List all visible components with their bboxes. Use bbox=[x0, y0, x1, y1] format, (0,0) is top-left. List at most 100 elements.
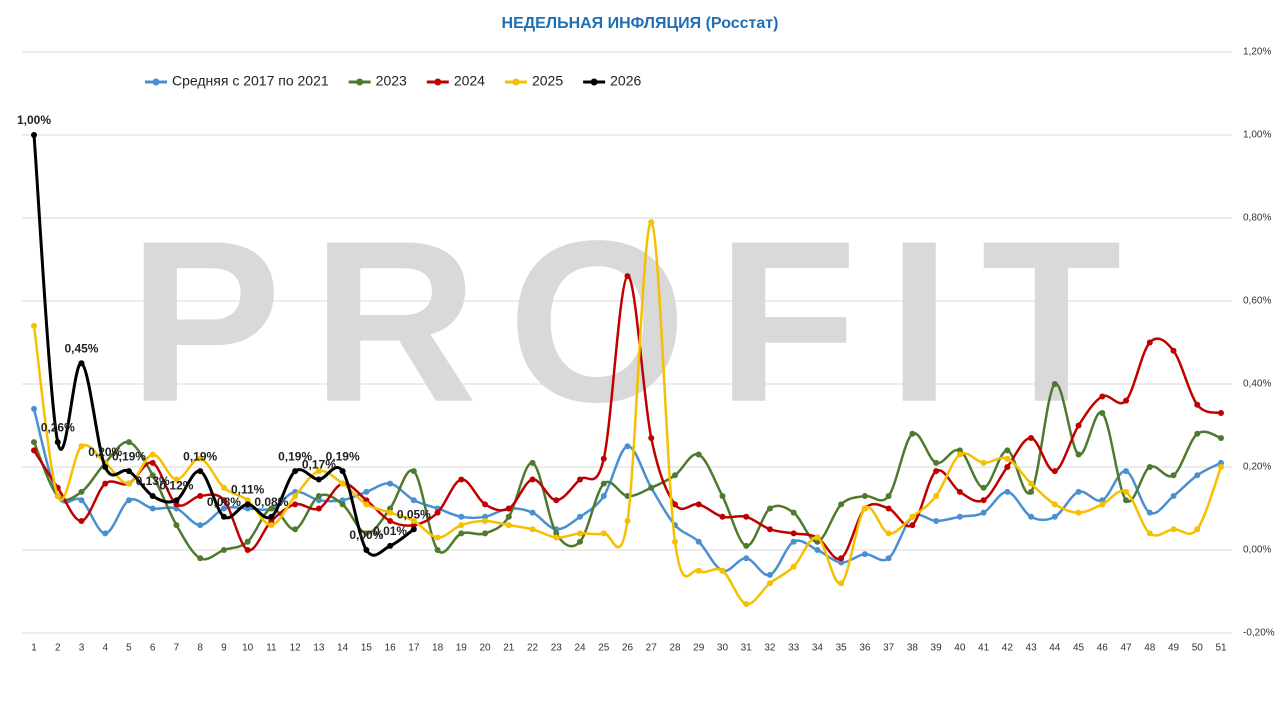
data-point bbox=[78, 517, 85, 524]
y-tick-label: 1,20% bbox=[1243, 47, 1271, 58]
x-tick-label: 4 bbox=[102, 643, 108, 654]
data-point bbox=[268, 505, 275, 512]
data-point bbox=[1004, 455, 1011, 462]
data-point bbox=[1194, 401, 1201, 408]
data-point bbox=[577, 538, 584, 545]
data-point bbox=[956, 451, 963, 458]
data-point bbox=[933, 517, 940, 524]
data-label: 0,05% bbox=[397, 507, 431, 521]
data-point bbox=[149, 451, 156, 458]
data-point bbox=[78, 443, 85, 450]
data-label: 0,19% bbox=[326, 449, 360, 463]
data-point bbox=[1004, 447, 1011, 454]
data-point bbox=[339, 501, 346, 508]
data-point bbox=[624, 273, 631, 280]
data-point bbox=[1123, 497, 1130, 504]
x-tick-label: 29 bbox=[693, 643, 705, 654]
data-label: 0,19% bbox=[278, 449, 312, 463]
data-point bbox=[909, 522, 916, 529]
data-point bbox=[790, 563, 797, 570]
data-point bbox=[268, 522, 275, 529]
data-point bbox=[1194, 526, 1201, 533]
data-point bbox=[220, 497, 227, 504]
data-point bbox=[220, 547, 227, 553]
data-point bbox=[577, 530, 584, 537]
data-label: 0,17% bbox=[302, 458, 336, 472]
legend-marker bbox=[434, 78, 442, 86]
data-point bbox=[980, 509, 987, 516]
data-point bbox=[885, 555, 892, 562]
data-point bbox=[1028, 488, 1035, 495]
data-point bbox=[102, 464, 109, 470]
x-tick-label: 38 bbox=[907, 643, 919, 654]
data-point bbox=[1218, 410, 1224, 417]
data-point bbox=[766, 580, 773, 587]
data-point bbox=[1170, 493, 1177, 500]
data-point bbox=[600, 493, 607, 500]
data-point bbox=[220, 513, 227, 520]
data-point bbox=[1123, 468, 1130, 475]
data-point bbox=[861, 493, 868, 500]
data-point bbox=[244, 538, 251, 545]
x-tick-label: 33 bbox=[788, 643, 800, 654]
data-point bbox=[1099, 393, 1106, 400]
data-point bbox=[1004, 464, 1011, 470]
x-tick-label: 14 bbox=[337, 643, 349, 654]
data-point bbox=[1170, 472, 1177, 479]
y-tick-label: 0,80% bbox=[1243, 213, 1271, 224]
data-point bbox=[743, 542, 750, 549]
legend-marker bbox=[512, 78, 520, 86]
data-point bbox=[173, 522, 180, 529]
data-point bbox=[671, 501, 678, 508]
data-point bbox=[505, 513, 512, 520]
x-tick-label: 48 bbox=[1144, 643, 1156, 654]
x-tick-label: 43 bbox=[1026, 643, 1038, 654]
data-point bbox=[458, 513, 465, 520]
x-tick-label: 5 bbox=[126, 643, 132, 654]
data-point bbox=[1004, 488, 1011, 495]
data-point bbox=[1170, 526, 1177, 533]
data-point bbox=[244, 497, 251, 504]
data-point bbox=[529, 526, 536, 533]
data-point bbox=[363, 501, 370, 508]
data-point bbox=[577, 513, 584, 520]
data-point bbox=[1028, 513, 1035, 520]
data-point bbox=[1051, 381, 1058, 387]
data-point bbox=[78, 360, 85, 367]
x-tick-label: 28 bbox=[669, 643, 681, 654]
data-point bbox=[1099, 410, 1106, 417]
x-tick-label: 1 bbox=[31, 643, 37, 654]
data-label: 0,12% bbox=[159, 478, 193, 492]
data-point bbox=[1051, 501, 1058, 508]
data-point bbox=[529, 459, 536, 466]
x-tick-label: 18 bbox=[432, 643, 444, 654]
x-tick-label: 9 bbox=[221, 643, 227, 654]
data-point bbox=[1194, 430, 1201, 437]
data-point bbox=[956, 488, 963, 495]
data-point bbox=[553, 534, 560, 541]
data-point bbox=[1099, 501, 1106, 508]
data-point bbox=[458, 530, 465, 537]
data-point bbox=[1028, 480, 1035, 487]
y-tick-label: 0,60% bbox=[1243, 296, 1271, 307]
data-point bbox=[1146, 464, 1153, 470]
data-point bbox=[149, 472, 156, 479]
data-point bbox=[410, 522, 417, 529]
data-point bbox=[719, 493, 726, 500]
data-point bbox=[410, 497, 417, 504]
data-point bbox=[885, 493, 892, 500]
data-point bbox=[933, 468, 940, 475]
data-point bbox=[600, 455, 607, 462]
data-point bbox=[980, 497, 987, 504]
data-point bbox=[434, 534, 441, 541]
data-point bbox=[814, 534, 821, 541]
data-point bbox=[315, 468, 322, 475]
x-tick-label: 15 bbox=[361, 643, 373, 654]
data-point bbox=[410, 468, 417, 475]
data-point bbox=[1099, 497, 1106, 504]
data-point bbox=[885, 505, 892, 512]
data-point bbox=[671, 472, 678, 479]
data-point bbox=[980, 484, 987, 491]
data-point bbox=[482, 517, 489, 524]
data-point bbox=[1123, 397, 1130, 404]
